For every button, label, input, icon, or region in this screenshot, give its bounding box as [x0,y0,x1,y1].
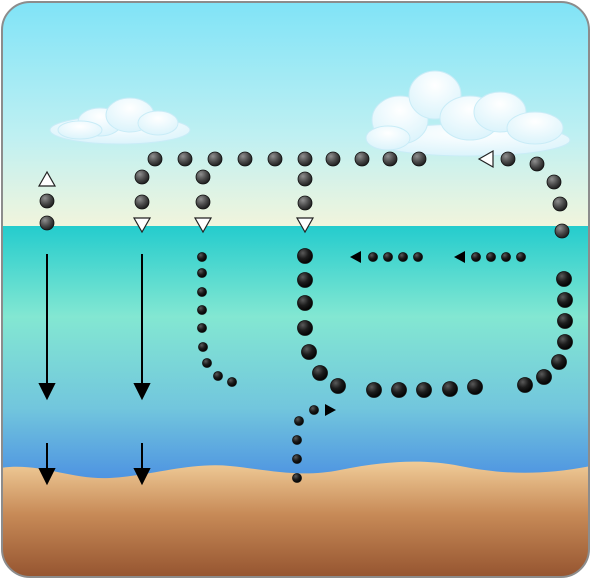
particle-dot [39,215,55,231]
sinking-arrows [38,254,151,486]
particle-dot [383,252,393,262]
open-triangle-markers [37,149,494,234]
particle-dot [198,342,208,352]
particle-dot [536,369,552,385]
particle-dot [297,295,313,311]
particle-dot [197,305,207,315]
particle-dot [413,252,423,262]
particle-dot [213,371,223,381]
particle-dot [39,193,55,209]
particle-dot [467,379,483,395]
particle-dot [195,194,211,210]
particle-dot [546,174,562,190]
particle-dot [147,151,163,167]
particle-dot [486,252,496,262]
particle-dot [368,252,378,262]
particle-dot [227,377,237,387]
particle-dot [195,169,211,185]
particle-dot [134,194,150,210]
filled-arrow-heads [325,251,465,416]
particle-dot [416,382,432,398]
cloud-right [365,70,571,157]
particle-dot [557,313,573,329]
particle-dot [517,377,533,393]
particle-dot [197,252,207,262]
particle-dot [202,358,212,368]
particle-dot [297,320,313,336]
particle-dot [134,169,150,185]
particle-dot [330,378,346,394]
particle-dot [529,156,545,172]
particle-dot [551,354,567,370]
particle-dot [237,151,253,167]
cloud-left [49,97,191,145]
particle-dot [471,252,481,262]
particle-dot [197,287,207,297]
particle-dot [398,252,408,262]
particle-dot [297,195,313,211]
particle-dot [294,416,304,426]
particle-dot [411,151,427,167]
particle-dot [292,473,302,483]
particle-dot [301,344,317,360]
water [2,226,589,486]
particle-dot [292,454,302,464]
particle-dot [366,382,382,398]
particle-dot [325,151,341,167]
particle-dot [557,334,573,350]
particle-dot [177,151,193,167]
sea-floor [2,461,589,577]
particle-dot [552,196,568,212]
particle-dot [382,151,398,167]
particle-dot [554,223,570,239]
particle-dot [354,151,370,167]
particle-dot [297,171,313,187]
particle-dot [312,365,328,381]
particle-dot [197,323,207,333]
particle-dot [442,381,458,397]
particle-dot [501,252,511,262]
particle-dot [557,292,573,308]
particle-dot [309,405,319,415]
particle-dot [297,151,313,167]
particle-dot [556,271,572,287]
particle-dot [292,435,302,445]
particle-dot [297,248,313,264]
particle-dot [391,382,407,398]
particle-dot [207,151,223,167]
particle-dot [500,151,516,167]
particle-dot [516,252,526,262]
particle-dots [39,151,573,483]
particle-dot [267,151,283,167]
particle-dot [297,272,313,288]
particle-dot [197,268,207,278]
